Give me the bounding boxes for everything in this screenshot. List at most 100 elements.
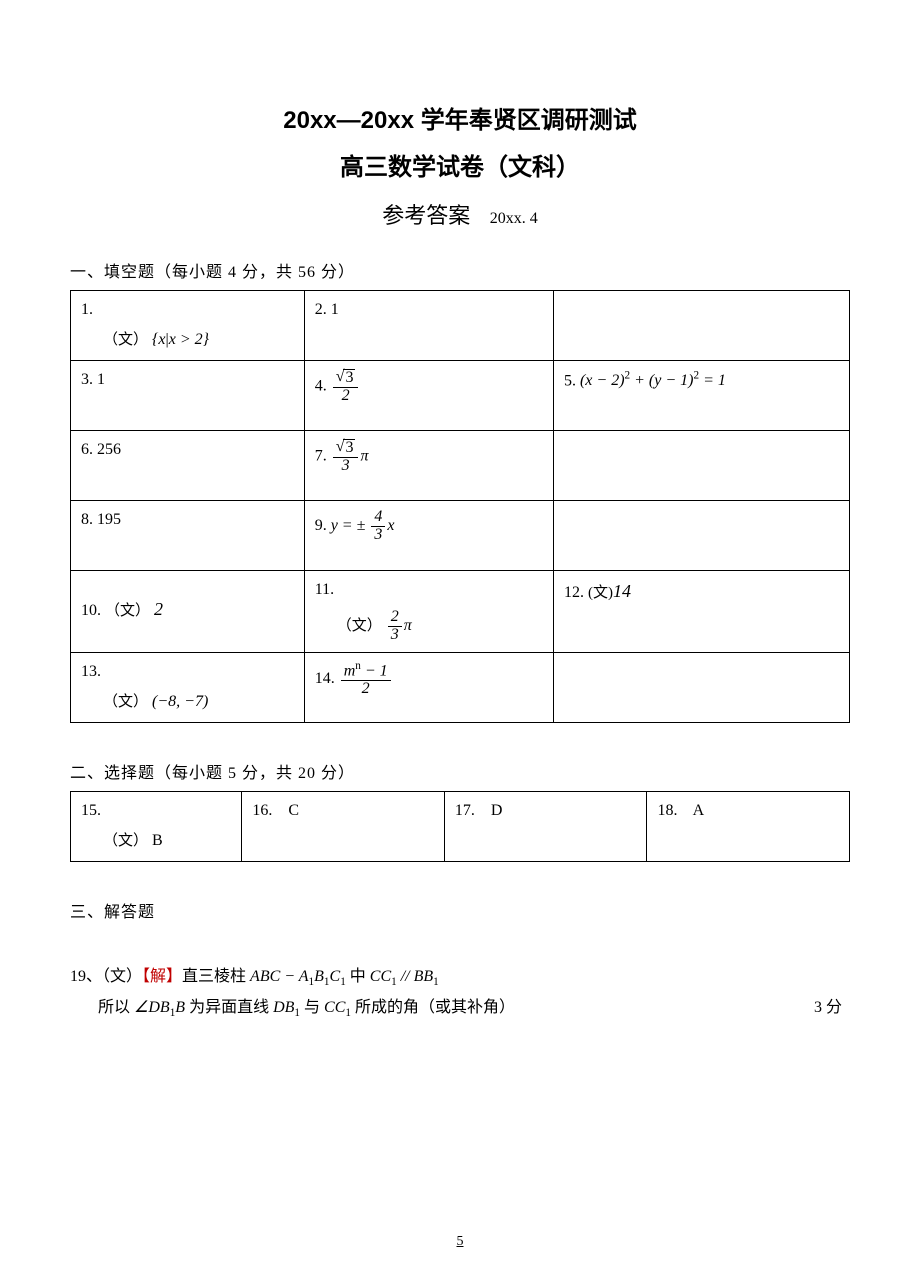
table-row: 1. （文） {x|x > 2} 2. 1 — [71, 291, 850, 361]
cell-q12: 12. (文)14 — [553, 571, 849, 653]
q19-l1-cc1: CC1 — [370, 968, 397, 985]
q5-num: 5. — [564, 372, 576, 389]
q19-l1a: 直三棱柱 — [182, 968, 250, 985]
q10-wen: （文） — [105, 603, 150, 619]
q9-num: 9. — [315, 517, 327, 534]
q19-l1-bb1: BB1 — [414, 968, 439, 985]
table-row: 10. （文） 2 11. （文） 2 3 π 12. (文)14 — [71, 571, 850, 653]
q13-answer: (−8, −7) — [152, 693, 208, 710]
q1-answer: {x|x > 2} — [152, 331, 209, 348]
table-row: 13. （文） (−8, −7) 14. mn − 1 2 — [71, 652, 850, 722]
cell-q15: 15. （文） B — [71, 791, 242, 861]
q12-answer: 14 — [613, 581, 631, 601]
subtitle-text: 参考答案 — [382, 203, 470, 228]
cell-q9: 9. y = ± 4 3 x — [304, 501, 553, 571]
table-row: 6. 256 7. 3 3 π — [71, 431, 850, 501]
q19-l2-db1: DB1 — [273, 999, 300, 1016]
q6-answer: 256 — [97, 441, 121, 458]
q7-pi: π — [360, 447, 368, 464]
q11-wen: （文） — [337, 618, 382, 634]
q11-pi: π — [404, 617, 412, 634]
q7-frac: 3 3 — [333, 439, 359, 475]
cell-q7: 7. 3 3 π — [304, 431, 553, 501]
fill-blank-table: 1. （文） {x|x > 2} 2. 1 3. 1 4. 3 — [70, 290, 850, 723]
q17-num: 17. — [455, 802, 475, 819]
q15-wen: （文） — [103, 833, 148, 849]
q4-num: 4. — [315, 377, 327, 394]
cell-q8: 8. 195 — [71, 501, 305, 571]
cell-empty-1 — [553, 291, 849, 361]
cell-q4: 4. 3 2 — [304, 361, 553, 431]
q8-answer: 195 — [97, 511, 121, 528]
q19-line1: 19、（文）【解】直三棱柱 ABC − A1B1C1 中 CC1 // BB1 — [70, 962, 850, 993]
cell-empty-3 — [553, 501, 849, 571]
q15-num: 15. — [81, 802, 101, 819]
q17-answer: D — [491, 802, 503, 819]
cell-q3: 3. 1 — [71, 361, 305, 431]
q19-jie: 【解】 — [142, 968, 182, 985]
q19-l2h: 所成的角（或其补角） — [351, 999, 515, 1016]
multiple-choice-table: 15. （文） B 16. C 17. D 18. A — [70, 791, 850, 862]
q4-answer: 3 2 — [333, 369, 359, 405]
q10-num: 10. — [81, 602, 101, 619]
q6-num: 6. — [81, 441, 93, 458]
q14-answer: mn − 1 2 — [341, 661, 391, 698]
q9-frac: 4 3 — [371, 509, 385, 544]
q19-l1e: 中 — [346, 968, 370, 985]
subtitle-row: 参考答案 20xx. 4 — [70, 198, 850, 230]
page-number: 5 — [0, 1234, 920, 1250]
cell-q14: 14. mn − 1 2 — [304, 652, 553, 722]
q12-num: 12. — [564, 584, 584, 601]
q5-answer: (x − 2)2 + (y − 1)2 = 1 — [580, 372, 726, 389]
q19-l2a: 所以 — [98, 999, 134, 1016]
q19-l2d: 为异面直线 — [185, 999, 273, 1016]
section1-heading: 一、填空题（每小题 4 分，共 56 分） — [70, 258, 850, 282]
q13-num: 13. — [81, 663, 101, 680]
q19-score: 3 分 — [814, 993, 842, 1023]
section3-heading: 三、解答题 — [70, 898, 850, 922]
cell-q10: 10. （文） 2 — [71, 571, 305, 653]
q13-wen: （文） — [103, 694, 148, 710]
cell-q1: 1. （文） {x|x > 2} — [71, 291, 305, 361]
q19-l2f: 与 — [300, 999, 324, 1016]
table-row: 15. （文） B 16. C 17. D 18. A — [71, 791, 850, 861]
cell-q17: 17. D — [444, 791, 647, 861]
cell-q13: 13. （文） (−8, −7) — [71, 652, 305, 722]
title-line-2: 高三数学试卷（文科） — [70, 147, 850, 182]
q19-l2-cc1: CC1 — [324, 999, 351, 1016]
q1-wen: （文） — [103, 332, 148, 348]
q9-lead: y = ± — [331, 517, 366, 534]
q8-num: 8. — [81, 511, 93, 528]
cell-q11: 11. （文） 2 3 π — [304, 571, 553, 653]
q16-num: 16. — [252, 802, 272, 819]
subtitle-date: 20xx. 4 — [490, 210, 538, 227]
q19-line2: 所以 ∠DB1B 为异面直线 DB1 与 CC1 所成的角（或其补角） 3 分 — [70, 993, 850, 1024]
page: 20xx—20xx 学年奉贤区调研测试 高三数学试卷（文科） 参考答案 20xx… — [0, 0, 920, 1274]
cell-q2: 2. 1 — [304, 291, 553, 361]
q1-num: 1. — [81, 301, 93, 318]
cell-q6: 6. 256 — [71, 431, 305, 501]
q14-num: 14. — [315, 670, 335, 687]
section2-heading: 二、选择题（每小题 5 分，共 20 分） — [70, 759, 850, 783]
cell-q18: 18. A — [647, 791, 850, 861]
q19-label: 19、（文） — [70, 968, 142, 985]
q19-block: 19、（文）【解】直三棱柱 ABC − A1B1C1 中 CC1 // BB1 … — [70, 962, 850, 1025]
q11-frac: 2 3 — [388, 609, 402, 644]
q18-answer: A — [693, 802, 705, 819]
cell-q16: 16. C — [242, 791, 445, 861]
q9-tail: x — [387, 517, 394, 534]
q15-answer: B — [152, 832, 163, 849]
table-row: 3. 1 4. 3 2 5. (x − 2)2 + (y − 1)2 = 1 — [71, 361, 850, 431]
cell-q5: 5. (x − 2)2 + (y − 1)2 = 1 — [553, 361, 849, 431]
q19-l2-angle: ∠DB1B — [134, 999, 185, 1016]
q10-answer: 2 — [154, 599, 163, 619]
q2-num: 2. — [315, 301, 327, 318]
cell-empty-2 — [553, 431, 849, 501]
q7-num: 7. — [315, 447, 327, 464]
q19-l1-parallel: // — [397, 968, 414, 985]
table-row: 8. 195 9. y = ± 4 3 x — [71, 501, 850, 571]
cell-empty-4 — [553, 652, 849, 722]
q3-num: 3. — [81, 371, 93, 388]
q18-num: 18. — [657, 802, 677, 819]
q19-l1-abc: ABC − A1B1C1 — [250, 968, 346, 985]
